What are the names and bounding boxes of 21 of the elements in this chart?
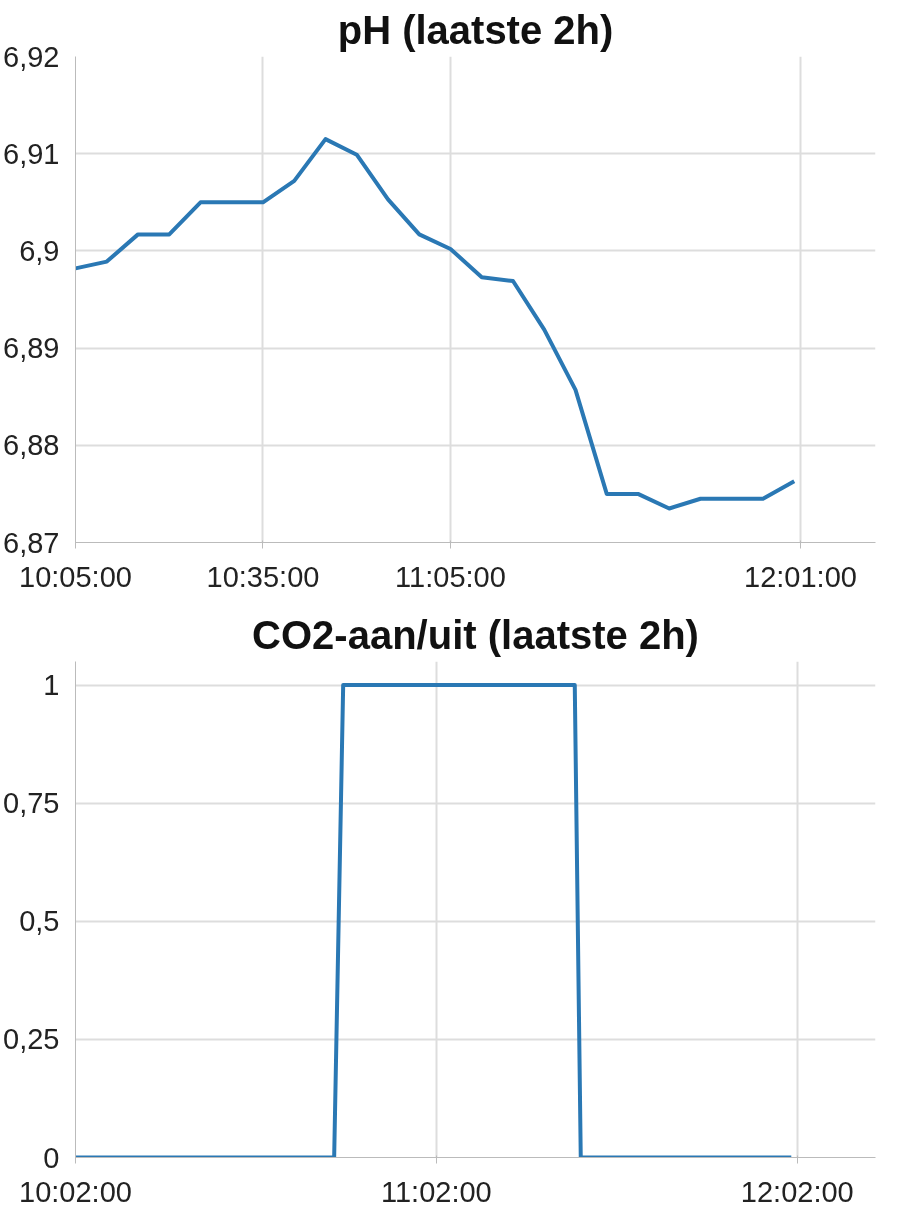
x-tick-label: 11:02:00 bbox=[381, 1175, 492, 1208]
x-tick-label: 12:01:00 bbox=[744, 560, 857, 593]
line-series bbox=[75, 137, 797, 511]
y-tick-label: 6,9 bbox=[19, 234, 60, 267]
chart-title: CO2-aan/uit (laatste 2h) bbox=[252, 612, 699, 657]
y-tick-label: 6,87 bbox=[3, 526, 60, 559]
x-tick-label: 11:05:00 bbox=[395, 560, 506, 593]
y-tick-label: 1 bbox=[43, 669, 60, 702]
x-tick-label: 10:05:00 bbox=[19, 560, 132, 593]
y-tick-label: 6,91 bbox=[3, 137, 60, 170]
x-tick-label: 10:35:00 bbox=[206, 560, 320, 593]
y-tick-label: 0,5 bbox=[19, 905, 60, 938]
y-tick-label: 6,88 bbox=[3, 429, 60, 462]
chart-title: pH (laatste 2h) bbox=[337, 7, 614, 52]
x-tick-label: 10:02:00 bbox=[19, 1175, 132, 1208]
y-tick-label: 0,25 bbox=[3, 1023, 60, 1056]
y-tick-label: 0,75 bbox=[3, 787, 60, 820]
y-tick-label: 6,92 bbox=[3, 40, 60, 73]
y-tick-label: 6,89 bbox=[3, 332, 60, 365]
y-tick-label: 0 bbox=[43, 1141, 60, 1174]
x-tick-label: 12:02:00 bbox=[740, 1175, 854, 1208]
